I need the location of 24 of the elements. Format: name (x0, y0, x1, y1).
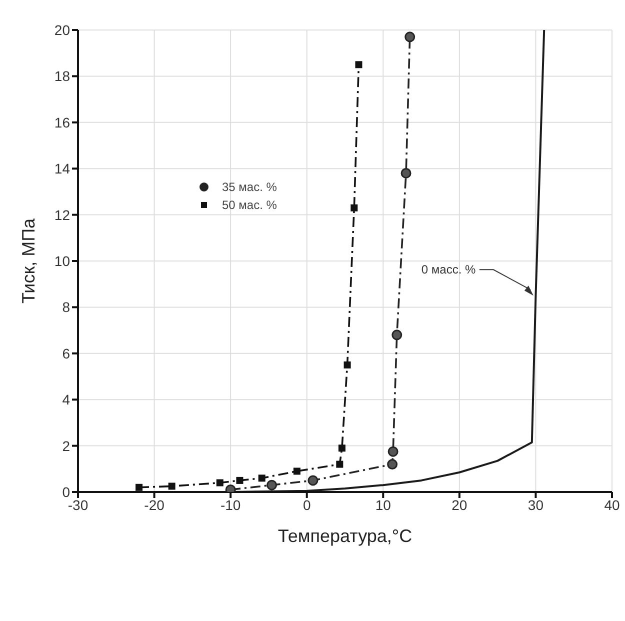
y-tick-label: 14 (54, 160, 70, 177)
x-tick-label: 10 (375, 496, 392, 513)
y-tick-label: 16 (54, 114, 70, 130)
y-axis-title: Тиск, МПа (18, 217, 38, 304)
y-tick-label: 18 (54, 68, 70, 84)
x-tick-label: 40 (604, 496, 620, 513)
x-tick-label: 30 (528, 496, 544, 513)
y-tick-label: 6 (62, 345, 70, 362)
x-tick-label: 0 (302, 496, 311, 513)
y-tick-label: 8 (62, 299, 70, 316)
legend-label: 35 мас. % (222, 180, 277, 194)
x-tick-label: -20 (144, 496, 165, 513)
y-tick-label: 10 (54, 252, 70, 269)
y-tick-label: 12 (54, 206, 70, 223)
x-tick-label: 20 (452, 496, 468, 513)
annotation: 0 масс. % (421, 262, 476, 277)
y-tick-label: 0 (62, 484, 70, 500)
y-tick-label: 4 (62, 392, 70, 408)
y-tick-label: 20 (54, 22, 70, 38)
y-tick-label: 2 (62, 438, 70, 454)
x-tick-label: -30 (68, 496, 88, 513)
x-axis-title: Температура,°C (278, 526, 412, 546)
legend-label: 50 мас. % (222, 198, 277, 212)
x-tick-label: -10 (220, 496, 241, 513)
